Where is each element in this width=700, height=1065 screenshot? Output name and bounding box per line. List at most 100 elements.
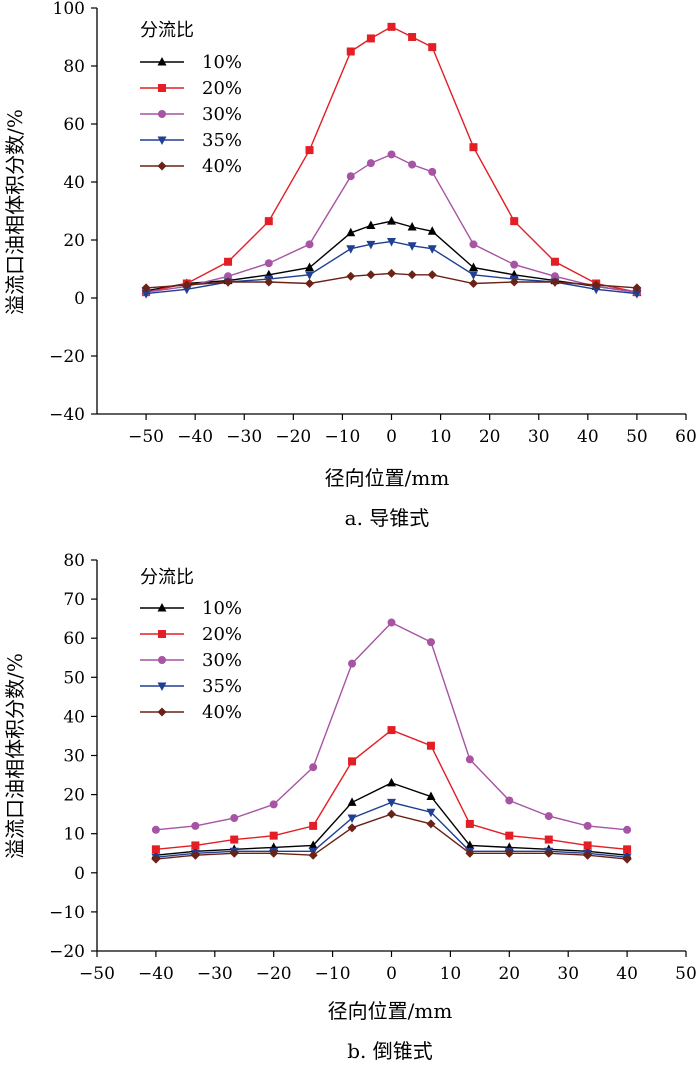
chart-b-series-line	[155, 729, 628, 850]
chart-b-legend-label: 10%	[202, 598, 242, 619]
chart-a: −40 −20 0 20 40 60 80 100 −50 −40 −30 −20 −10 0 10 20 30…	[3, 0, 697, 530]
chart-b-data-point	[583, 821, 592, 830]
chart-b-ytick-label: 80	[63, 551, 85, 571]
chart-a-data-point	[305, 279, 315, 288]
chart-a-xtick-label: −40	[177, 427, 213, 447]
chart-b-data-point	[151, 825, 160, 834]
chart-b-data-point	[544, 835, 553, 844]
chart-b-ytick-label: 70	[63, 590, 85, 610]
chart-b-data-point	[191, 841, 200, 850]
chart-b-data-point	[387, 809, 396, 819]
chart-b-data-point	[505, 831, 514, 840]
chart-b-xtick-label: 20	[498, 964, 520, 984]
chart-a-data-point	[346, 271, 356, 281]
chart-a-ytick-label: −40	[49, 405, 85, 425]
chart-b-xtick-label: 10	[440, 964, 462, 984]
chart-a-data-point	[387, 22, 396, 31]
chart-b-xtick-label: 40	[616, 964, 638, 984]
chart-b-xtick-label: −50	[79, 964, 115, 984]
chart-b-legend-label: 35%	[202, 676, 242, 697]
chart-a-data-point	[591, 285, 601, 295]
chart-a-ylabel: 溢流口油相体积分数/%	[3, 109, 27, 315]
chart-a-data-point	[387, 237, 396, 247]
chart-a-data-point	[305, 146, 314, 155]
chart-a-legend-marker	[157, 57, 167, 66]
chart-b-series-40pct	[151, 809, 632, 864]
chart-a-legend-label: 40%	[202, 156, 242, 177]
chart-a-data-point	[224, 272, 233, 281]
chart-a-ytick-label: 80	[63, 57, 85, 77]
chart-a-data-point	[305, 271, 315, 280]
chart-a-xtick-label: 30	[528, 427, 550, 447]
chart-b-data-point	[426, 808, 436, 818]
chart-b-data-point	[623, 845, 632, 854]
chart-b-ytick-label: −20	[49, 942, 85, 962]
chart-a-data-point	[141, 290, 151, 299]
chart-b-data-point	[387, 777, 396, 787]
chart-a-data-point	[510, 260, 519, 269]
chart-b-ytick-label: 30	[63, 747, 85, 767]
chart-a-data-point	[387, 268, 396, 278]
chart-b-legend-marker	[157, 603, 167, 612]
chart-a-legend-label: 10%	[202, 52, 242, 73]
chart-a-data-point	[346, 227, 356, 237]
chart-b-data-point	[505, 796, 514, 805]
chart-a-data-point	[305, 240, 314, 249]
chart-b-data-point	[309, 763, 318, 772]
chart-a-data-point	[550, 272, 559, 281]
chart-a-series-line	[146, 240, 637, 295]
chart-a-legend-title: 分流比	[140, 20, 194, 41]
chart-b-data-point	[387, 726, 396, 735]
chart-a-data-point	[264, 217, 273, 226]
chart-a-data-point	[469, 143, 478, 152]
chart-b-data-point	[269, 831, 278, 840]
chart-a-xtick-label: 40	[577, 427, 599, 447]
chart-b-ytick-label: −10	[49, 903, 85, 923]
chart-b-series-20pct	[151, 726, 632, 854]
chart-a-data-point	[264, 259, 273, 268]
chart-b-data-point	[544, 812, 553, 821]
chart-a-caption: a. 导锥式	[345, 506, 430, 530]
chart-a-data-point	[468, 279, 478, 288]
chart-b-data-point	[190, 850, 200, 860]
chart-b-data-point	[348, 757, 357, 766]
chart-a-data-point	[509, 277, 519, 287]
chart-a-data-point	[407, 221, 417, 231]
chart-a-data-point	[407, 242, 417, 251]
chart-a-xtick-label: 20	[479, 427, 501, 447]
chart-b-series-35pct	[151, 798, 632, 863]
chart-a-data-point	[407, 270, 417, 280]
chart-b-data-point	[191, 821, 200, 830]
chart-a-ytick-label: 40	[63, 173, 85, 193]
chart-a-data-point	[366, 159, 375, 168]
chart-a-data-point	[632, 290, 642, 299]
chart-b-data-point	[426, 819, 436, 829]
chart-a-data-point	[510, 217, 519, 226]
chart-b-series-30pct	[151, 618, 632, 834]
chart-b-data-point	[309, 821, 318, 830]
chart-b-legend-marker	[157, 682, 167, 691]
chart-b-ytick-label: 50	[63, 668, 85, 688]
chart-b-xlabel: 径向位置/mm	[328, 999, 453, 1023]
chart-b-ylabel: 溢流口油相体积分数/%	[3, 653, 27, 859]
chart-a-legend-marker	[157, 136, 167, 145]
chart-b-legend-marker	[157, 707, 167, 717]
chart-b-data-point	[465, 819, 474, 828]
chart-b-caption: b. 倒锥式	[347, 1039, 433, 1063]
chart-a-data-point	[141, 283, 151, 293]
chart-b-data-point	[347, 823, 357, 833]
chart-a-xtick-label: 50	[626, 427, 648, 447]
chart-b-data-point	[348, 659, 357, 668]
chart-b-data-point	[151, 845, 160, 854]
chart-b-data-point	[426, 791, 436, 801]
chart-a-xtick-label: 60	[675, 427, 697, 447]
chart-a-xtick-label: −10	[324, 427, 360, 447]
chart-a-data-point	[387, 150, 396, 159]
chart-b-legend-label: 40%	[202, 702, 242, 723]
chart-b-data-point	[230, 835, 239, 844]
chart-b-legend-marker	[158, 630, 166, 638]
chart-b-xtick-label: −20	[256, 964, 292, 984]
chart-b-ytick-label: 0	[74, 864, 85, 884]
chart-a-ytick-label: 100	[53, 0, 85, 19]
chart-b-data-point	[308, 850, 318, 860]
